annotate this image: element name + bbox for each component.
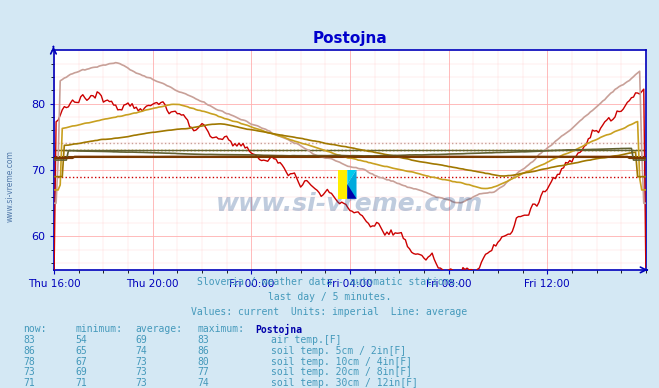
Text: 73: 73 — [23, 367, 35, 378]
Text: 67: 67 — [76, 357, 88, 367]
Text: 71: 71 — [23, 378, 35, 388]
Text: 74: 74 — [135, 346, 147, 356]
Text: 83: 83 — [23, 335, 35, 345]
Polygon shape — [347, 170, 357, 199]
Text: www.si-vreme.com: www.si-vreme.com — [216, 192, 484, 216]
Polygon shape — [347, 170, 357, 184]
Text: air temp.[F]: air temp.[F] — [271, 335, 341, 345]
Text: soil temp. 30cm / 12in[F]: soil temp. 30cm / 12in[F] — [271, 378, 418, 388]
Text: 54: 54 — [76, 335, 88, 345]
Text: 83: 83 — [198, 335, 210, 345]
Text: 71: 71 — [76, 378, 88, 388]
Text: maximum:: maximum: — [198, 324, 244, 334]
Text: 86: 86 — [198, 346, 210, 356]
Polygon shape — [347, 184, 357, 199]
Title: Postojna: Postojna — [312, 31, 387, 47]
Text: Postojna: Postojna — [256, 324, 302, 335]
Text: now:: now: — [23, 324, 47, 334]
Text: 78: 78 — [23, 357, 35, 367]
Text: minimum:: minimum: — [76, 324, 123, 334]
Text: 80: 80 — [198, 357, 210, 367]
Text: 73: 73 — [135, 378, 147, 388]
Text: 69: 69 — [135, 335, 147, 345]
Text: 74: 74 — [198, 378, 210, 388]
Text: Values: current  Units: imperial  Line: average: Values: current Units: imperial Line: av… — [191, 307, 468, 317]
Text: Slovenia / weather data - automatic stations.: Slovenia / weather data - automatic stat… — [197, 277, 462, 288]
Text: 73: 73 — [135, 357, 147, 367]
Text: soil temp. 20cm / 8in[F]: soil temp. 20cm / 8in[F] — [271, 367, 412, 378]
Text: 65: 65 — [76, 346, 88, 356]
Bar — [338, 170, 347, 199]
Text: 69: 69 — [76, 367, 88, 378]
Text: 77: 77 — [198, 367, 210, 378]
Text: 86: 86 — [23, 346, 35, 356]
Text: average:: average: — [135, 324, 182, 334]
Text: last day / 5 minutes.: last day / 5 minutes. — [268, 292, 391, 302]
Text: 73: 73 — [135, 367, 147, 378]
Text: www.si-vreme.com: www.si-vreme.com — [5, 150, 14, 222]
Text: soil temp. 10cm / 4in[F]: soil temp. 10cm / 4in[F] — [271, 357, 412, 367]
Text: soil temp. 5cm / 2in[F]: soil temp. 5cm / 2in[F] — [271, 346, 406, 356]
